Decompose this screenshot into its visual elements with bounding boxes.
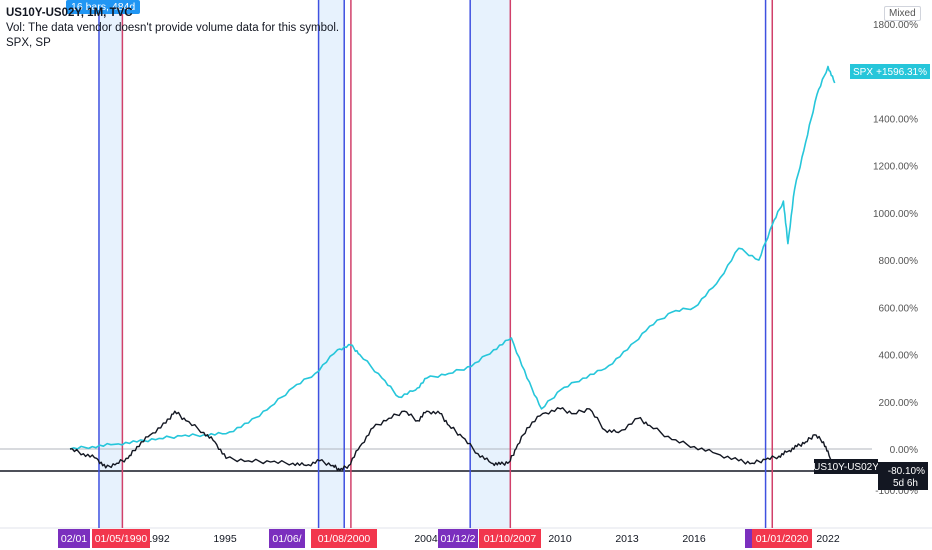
spread-countdown: 5d 6h [893, 478, 918, 489]
bar-count-tag: 16 bars, 484d [66, 0, 141, 14]
x-tick-label: 1992 [146, 533, 170, 545]
legend-compare[interactable]: SPX, SP [6, 37, 51, 49]
y-tick-label: 800.00% [879, 256, 919, 267]
x-tick-label: 2010 [548, 533, 572, 545]
date-label-bg-3 [311, 529, 377, 548]
x-tick-label: 2016 [682, 533, 706, 545]
series-spread [69, 407, 836, 472]
shaded-range-2 [470, 0, 511, 528]
legend-symbol[interactable]: US10Y-US02Y, 1M, TVC [6, 7, 133, 19]
date-label-1: 01/05/1990 [95, 533, 148, 545]
date-label-bg-2 [269, 529, 305, 548]
date-label-4: 01/12/2 [440, 533, 475, 545]
x-tick-label: 1995 [213, 533, 237, 545]
x-tick-label: 2013 [615, 533, 639, 545]
y-tick-label: 1200.00% [873, 162, 918, 173]
spx-badge-bg [850, 64, 930, 79]
date-label-bg-4 [438, 529, 478, 548]
y-tick-label: 1000.00% [873, 209, 918, 220]
date-label-5: 01/10/2007 [484, 533, 537, 545]
y-tick-label: -100.00% [875, 486, 918, 497]
y-tick-label: 200.00% [879, 398, 919, 409]
date-label-bg-7 [752, 529, 812, 548]
date-label-bg-1 [92, 529, 150, 548]
y-tick-label: 0.00% [890, 445, 918, 456]
series-spx [69, 65, 836, 450]
y-tick-label: 1400.00% [873, 114, 918, 125]
marker-lines [98, 0, 774, 528]
spread-name: US10Y-US02Y [813, 462, 879, 473]
date-label-bg-0 [58, 529, 90, 548]
spx-badge-label: SPX [853, 67, 873, 78]
x-axis: 1992 1995 2004 2010 2013 2016 2022 [146, 533, 840, 545]
date-label-3: 01/08/2000 [318, 533, 371, 545]
x-tick-label: 2004 [414, 533, 438, 545]
y-tick-label: 400.00% [879, 351, 919, 362]
spread-value: -80.10% [888, 466, 925, 477]
legend-volume-note: Vol: The data vendor doesn't provide vol… [6, 22, 340, 34]
date-label-2: 01/06/ [272, 533, 301, 545]
legend: US10Y-US02Y, 1M, TVC Vol: The data vendo… [6, 6, 339, 51]
date-label-bg-5 [479, 529, 541, 548]
last-value-labels: SPX +1596.31% US10Y-US02Y -80.10%5d 6h [813, 64, 930, 490]
y-axis: 1800.00%1600.00%1400.00%1200.00%1000.00%… [873, 20, 918, 497]
scale-mode-button[interactable]: Mixed [884, 6, 921, 21]
shaded-ranges [98, 0, 511, 528]
spread-value-bg [878, 462, 928, 490]
date-labels: 02/01 01/05/1990 01/06/01/08/2000 01/12/2 01… [58, 529, 812, 548]
date-label-0: 02/01 [61, 533, 87, 545]
x-tick-label: 2022 [816, 533, 840, 545]
spread-name-bg [814, 459, 878, 474]
date-label-7: 01/01/2020 [756, 533, 809, 545]
series-lines [69, 65, 836, 472]
y-tick-label: 1800.00% [873, 20, 918, 31]
shaded-range-1 [318, 0, 345, 528]
spx-badge-value: +1596.31% [876, 67, 927, 78]
grid-lines [0, 448, 932, 529]
shaded-range-0 [98, 0, 123, 528]
y-tick-label: 600.00% [879, 303, 919, 314]
